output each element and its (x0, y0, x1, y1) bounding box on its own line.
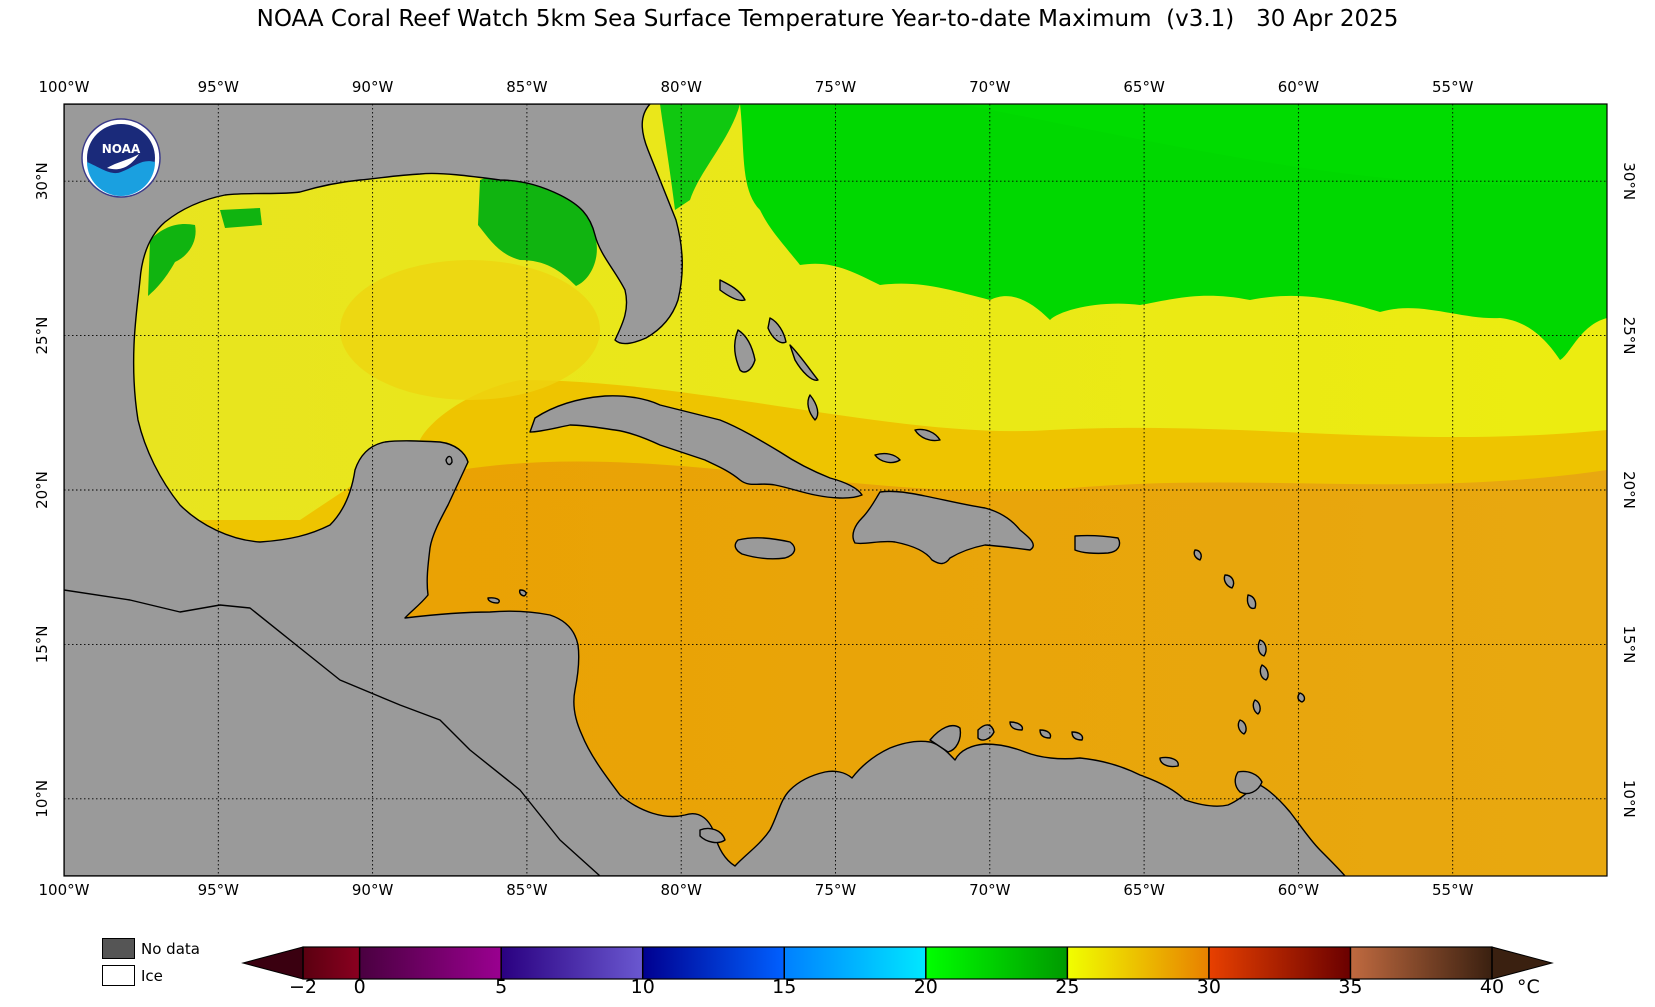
lon-tick-label-bottom: 100°W (39, 881, 90, 899)
colorbar-segment (303, 947, 360, 979)
lat-tick-label-left: 10°N (33, 780, 51, 818)
colorbar-tick-label: 15 (772, 976, 797, 998)
colorbar-segment (501, 947, 643, 979)
colorbar-segment (925, 947, 1068, 979)
ice-swatch (102, 965, 135, 986)
lat-tick-label-right: 10°N (1620, 780, 1638, 818)
lon-tick-label-bottom: 75°W (815, 881, 857, 899)
lon-tick-label-bottom: 70°W (969, 881, 1011, 899)
no-data-label: No data (141, 939, 200, 958)
lon-tick-label-bottom: 55°W (1432, 881, 1474, 899)
lon-tick-label-top: 90°W (352, 78, 394, 96)
lon-tick-label-top: 60°W (1278, 78, 1320, 96)
lon-tick-label-bottom: 65°W (1123, 881, 1165, 899)
lon-tick-label-bottom: 95°W (198, 881, 240, 899)
lon-tick-label-top: 65°W (1123, 78, 1165, 96)
lon-tick-label-bottom: 85°W (506, 881, 548, 899)
colorbar-segment (1067, 947, 1209, 979)
lat-tick-label-left: 30°N (33, 162, 51, 200)
colorbar-tick-label: 30 (1196, 976, 1221, 998)
colorbar-tick-label: 35 (1338, 976, 1363, 998)
lon-tick-label-top: 80°W (660, 78, 702, 96)
colorbar-tick-label: 20 (913, 976, 938, 998)
noaa-logo-text: NOAA (102, 142, 141, 156)
lat-tick-label-left: 20°N (33, 471, 51, 509)
lon-tick-label-top: 100°W (39, 78, 90, 96)
lon-tick-label-bottom: 80°W (660, 881, 702, 899)
lat-tick-label-right: 20°N (1620, 471, 1638, 509)
lon-tick-label-bottom: 60°W (1278, 881, 1320, 899)
colorbar-segment (784, 947, 926, 979)
lat-tick-label-right: 25°N (1620, 317, 1638, 355)
lat-tick-label-left: 25°N (33, 317, 51, 355)
noaa-logo: NOAA (81, 118, 161, 198)
colorbar-tick-label: 0 (353, 976, 366, 998)
lon-tick-label-top: 70°W (969, 78, 1011, 96)
map-title: NOAA Coral Reef Watch 5km Sea Surface Te… (256, 6, 1399, 32)
no-data-swatch (102, 938, 135, 959)
colorbar-tick-label: 40 (1479, 976, 1505, 998)
colorbar-segment (1350, 947, 1492, 979)
lon-tick-label-bottom: 90°W (352, 881, 394, 899)
colorbar-segment (359, 947, 502, 979)
legend-no-data: No data (102, 938, 200, 959)
colorbar-tick-label: 5 (495, 976, 508, 998)
colorbar-tick-label: −2 (288, 976, 318, 998)
colorbar-segment (1208, 947, 1351, 979)
map-frame (63, 103, 1608, 877)
lat-tick-label-right: 30°N (1620, 162, 1638, 200)
lat-tick-label-right: 15°N (1620, 625, 1638, 663)
gridlines (64, 104, 1607, 876)
lat-tick-label-left: 15°N (33, 625, 51, 663)
ice-label: Ice (141, 966, 163, 985)
colorbar-segment (642, 947, 785, 979)
colorbar-tick-label: 10 (630, 976, 655, 998)
colorbar-under-arrow (241, 946, 304, 980)
lon-tick-label-top: 55°W (1432, 78, 1474, 96)
colorbar-unit: °C (1517, 976, 1540, 998)
axis-labels: 100°W 100°W 95°W 95°W 90°W 90°W 85°W 85°W 80°W 80… (33, 78, 1638, 899)
colorbar-tick-label: 25 (1055, 976, 1080, 998)
colorbar (241, 946, 1554, 980)
lon-tick-label-top: 95°W (198, 78, 240, 96)
colorbar-over-arrow (1491, 946, 1554, 980)
lon-tick-label-top: 75°W (815, 78, 857, 96)
legend-ice: Ice (102, 965, 163, 986)
lon-tick-label-top: 85°W (506, 78, 548, 96)
